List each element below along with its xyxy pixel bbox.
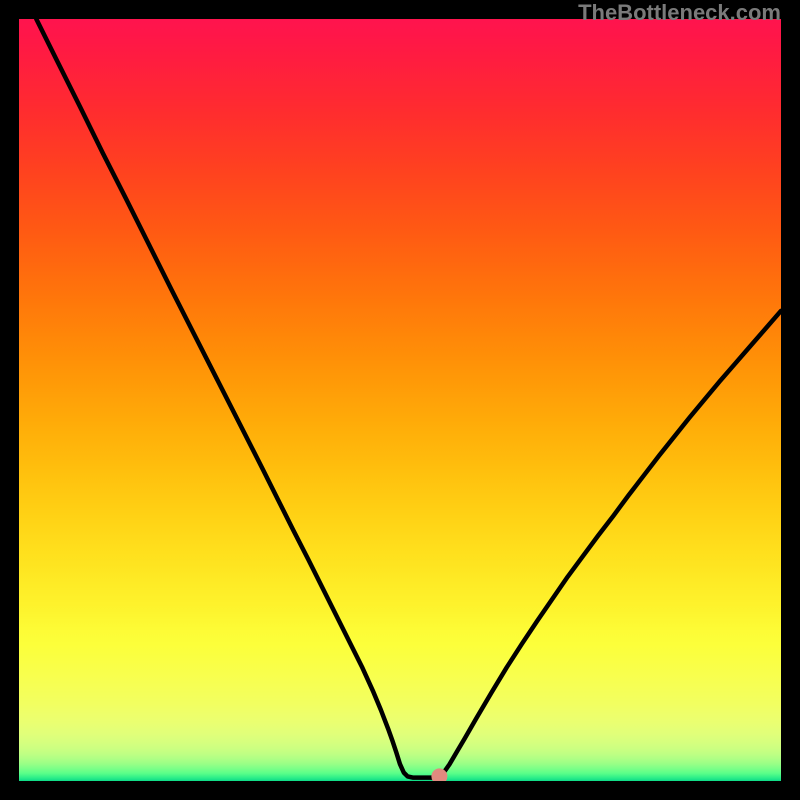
chart-svg — [19, 19, 781, 781]
chart-background — [19, 19, 781, 781]
chart-outer-frame — [0, 0, 800, 800]
chart-plot-area — [19, 19, 781, 781]
watermark-text: TheBottleneck.com — [578, 0, 781, 26]
